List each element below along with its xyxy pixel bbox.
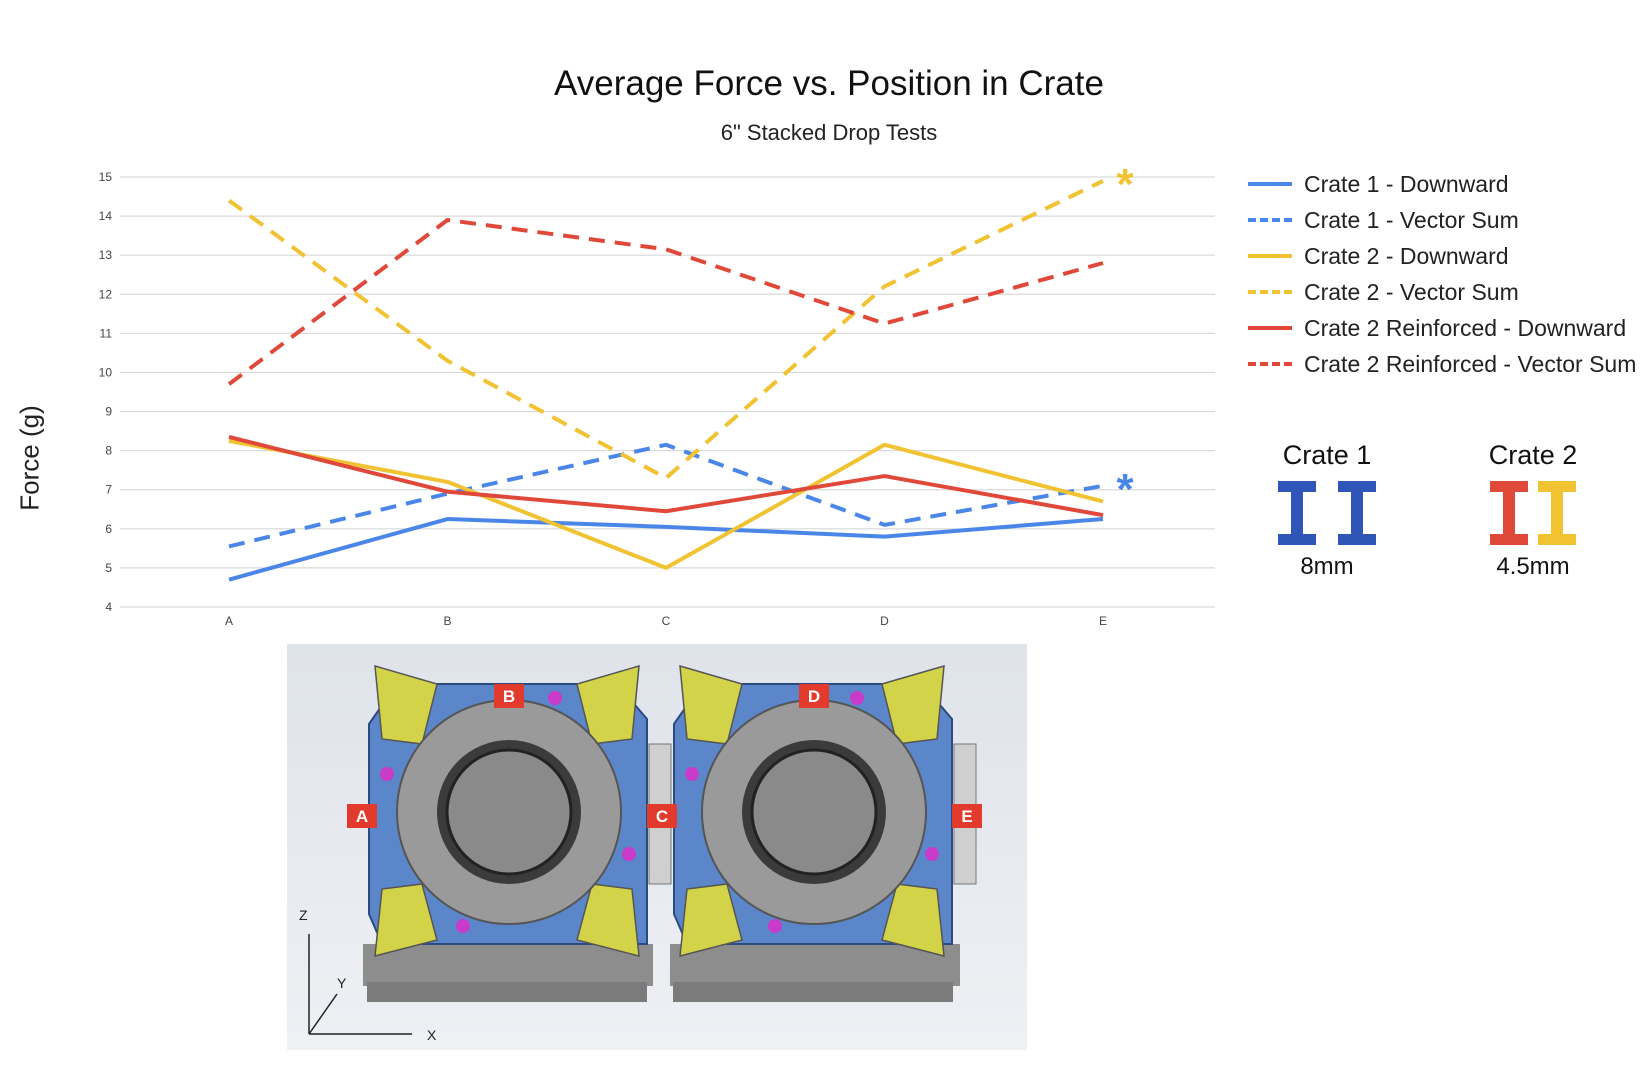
y-tick-label: 8 bbox=[105, 444, 112, 458]
crate-diagram: A B C D E Z Y X bbox=[299, 664, 982, 1043]
i-beam-icon bbox=[1278, 481, 1316, 545]
y-tick-label: 4 bbox=[105, 600, 112, 614]
legend-item: Crate 2 - Downward bbox=[1248, 238, 1636, 274]
chart-subtitle: 6" Stacked Drop Tests bbox=[720, 120, 938, 145]
axis-x-label: X bbox=[427, 1027, 437, 1043]
legend-swatch bbox=[1248, 326, 1292, 330]
series-line-2 bbox=[228, 442, 1104, 549]
chart-title: Average Force vs. Position in Crate bbox=[554, 64, 1104, 103]
crate-2-size: 4.5mm bbox=[1496, 553, 1570, 580]
legend-swatch bbox=[1248, 182, 1292, 186]
marker-e: E bbox=[961, 807, 972, 826]
crate-1-key: Crate 1 8mm bbox=[1262, 440, 1392, 581]
y-tick-label: 11 bbox=[100, 326, 113, 340]
i-beam-icon bbox=[1538, 481, 1576, 545]
legend-label: Crate 1 - Vector Sum bbox=[1304, 206, 1519, 233]
crate-unit-right bbox=[670, 664, 977, 1002]
series-line-6 bbox=[227, 218, 1104, 386]
series-line-5 bbox=[228, 435, 1104, 518]
y-tick-label: 10 bbox=[99, 365, 113, 379]
crate-1-size: 8mm bbox=[1300, 553, 1354, 580]
crate-2-title: Crate 2 bbox=[1488, 440, 1578, 470]
legend-item: Crate 2 - Vector Sum bbox=[1248, 274, 1636, 310]
legend-swatch bbox=[1248, 362, 1292, 366]
axis-z-label: Z bbox=[299, 907, 308, 923]
i-beam-icon bbox=[1490, 481, 1528, 545]
legend-label: Crate 2 Reinforced - Vector Sum bbox=[1304, 350, 1637, 377]
y-tick-label: 15 bbox=[99, 170, 113, 184]
crate-unit-left bbox=[363, 664, 672, 1002]
legend-swatch bbox=[1248, 218, 1292, 222]
annotation-asterisk: * bbox=[1116, 465, 1134, 514]
legend-swatch bbox=[1248, 290, 1292, 294]
crate-2-key: Crate 2 4.5mm bbox=[1468, 440, 1598, 581]
legend-swatch bbox=[1248, 254, 1292, 258]
line-chart: 4 5 6 7 8 9 10 11 12 13 14 15 A B C D E * * bbox=[99, 160, 1215, 628]
crate-cad-image: A B C D E Z Y X bbox=[287, 644, 1027, 1050]
x-tick-label: E bbox=[1099, 614, 1107, 628]
legend-label: Crate 1 - Downward bbox=[1304, 170, 1509, 197]
legend-label: Crate 2 - Vector Sum bbox=[1304, 278, 1519, 305]
legend-item: Crate 2 Reinforced - Vector Sum bbox=[1248, 346, 1636, 382]
legend-item: Crate 1 - Downward bbox=[1248, 166, 1636, 202]
series-line-3 bbox=[228, 438, 1104, 570]
x-tick-label: B bbox=[443, 614, 451, 628]
marker-d: D bbox=[808, 687, 820, 706]
y-tick-label: 12 bbox=[99, 287, 113, 301]
crate-1-title: Crate 1 bbox=[1282, 440, 1372, 470]
y-tick-label: 9 bbox=[105, 405, 112, 419]
annotation-asterisk: * bbox=[1116, 160, 1134, 209]
y-tick-label: 13 bbox=[99, 248, 113, 262]
marker-c: C bbox=[656, 807, 668, 826]
position-markers: A B C D E bbox=[347, 684, 982, 828]
crate-2-beams bbox=[1468, 481, 1598, 545]
series-line-1 bbox=[228, 517, 1104, 582]
i-beam-icon bbox=[1338, 481, 1376, 545]
y-tick-label: 5 bbox=[105, 561, 112, 575]
y-tick-label: 6 bbox=[105, 522, 112, 536]
legend-label: Crate 2 - Downward bbox=[1304, 242, 1509, 269]
legend-label: Crate 2 Reinforced - Downward bbox=[1304, 314, 1627, 341]
x-tick-label: D bbox=[880, 614, 889, 628]
legend-item: Crate 2 Reinforced - Downward bbox=[1248, 310, 1636, 346]
chart-legend: Crate 1 - Downward Crate 1 - Vector Sum Cr… bbox=[1248, 166, 1636, 382]
marker-b: B bbox=[503, 687, 515, 706]
legend-item: Crate 1 - Vector Sum bbox=[1248, 202, 1636, 238]
axis-triad-icon bbox=[308, 934, 412, 1035]
crate-1-beams bbox=[1262, 481, 1392, 545]
y-tick-label: 14 bbox=[99, 209, 113, 223]
series-line-4 bbox=[227, 179, 1104, 480]
x-tick-label: A bbox=[225, 614, 233, 628]
marker-a: A bbox=[356, 807, 368, 826]
y-tick-label: 7 bbox=[105, 483, 112, 497]
x-tick-label: C bbox=[662, 614, 671, 628]
axis-y-label: Y bbox=[337, 975, 347, 991]
